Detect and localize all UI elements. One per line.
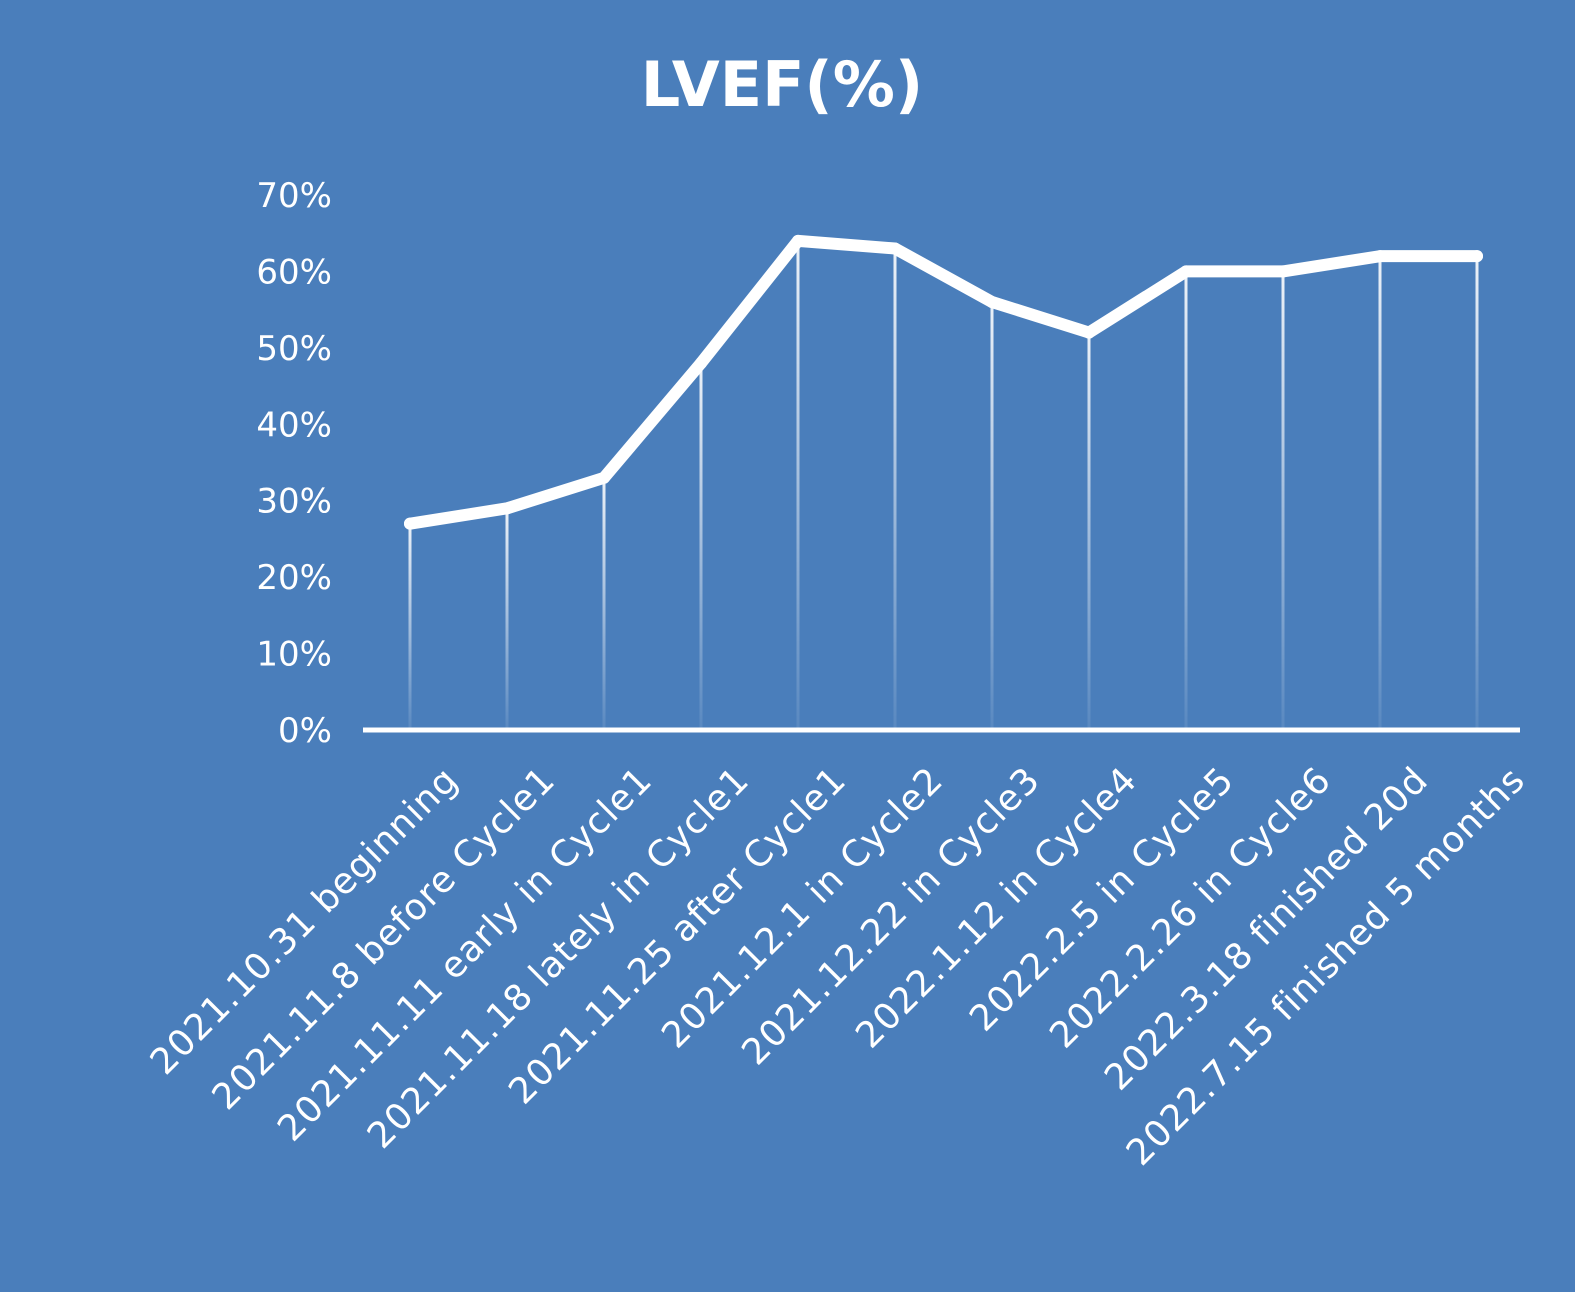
data-point	[986, 296, 998, 308]
drop-line	[699, 363, 703, 730]
y-tick-label: 30%	[256, 482, 332, 522]
data-point	[695, 357, 707, 370]
drop-lines	[408, 240, 1479, 730]
data-point	[1083, 326, 1095, 339]
drop-line	[1087, 332, 1091, 730]
drop-line	[1475, 256, 1479, 730]
y-tick-label: 40%	[256, 405, 332, 445]
drop-line	[893, 248, 897, 730]
drop-line	[796, 240, 800, 730]
drop-line	[408, 523, 412, 730]
drop-line	[990, 302, 994, 730]
data-point	[889, 242, 901, 255]
series-line-lvef	[404, 234, 1483, 530]
y-tick-label: 0%	[278, 711, 332, 751]
data-point	[1471, 250, 1483, 263]
data-point	[792, 234, 804, 247]
x-tick-label: 2021.11.11 early in Cycle1	[270, 759, 660, 1149]
drop-line	[505, 508, 509, 730]
drop-line	[602, 477, 606, 730]
y-tick-label: 70%	[256, 176, 332, 216]
drop-line	[1378, 256, 1382, 730]
data-point	[1277, 265, 1289, 278]
data-point	[404, 517, 416, 530]
data-point	[501, 502, 513, 515]
y-axis-ticks: 0% 10% 20% 30% 40% 50% 60% 70%	[256, 176, 332, 751]
drop-line	[1281, 271, 1285, 730]
data-point	[598, 471, 610, 484]
y-tick-label: 10%	[256, 635, 332, 675]
y-tick-label: 20%	[256, 558, 332, 598]
y-tick-label: 50%	[256, 329, 332, 369]
chart-title: LVEF(%)	[641, 48, 923, 121]
data-point	[1374, 250, 1386, 263]
y-tick-label: 60%	[256, 252, 332, 292]
data-point	[1180, 265, 1192, 278]
drop-line	[1184, 271, 1188, 730]
data-points	[404, 234, 1483, 530]
